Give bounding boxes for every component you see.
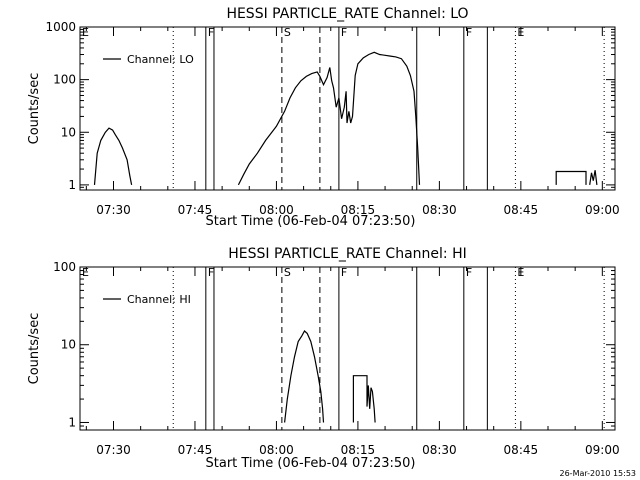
x-tick-label: 08:45 <box>504 443 539 457</box>
x-axis-label: Start Time (06-Feb-04 07:23:50) <box>206 214 416 229</box>
y-tick-label: 100 <box>53 260 76 274</box>
x-tick-label: 08:30 <box>422 203 457 217</box>
y-tick-label: 10 <box>61 338 76 352</box>
y-tick-label: 100 <box>53 73 76 87</box>
plot-frame <box>79 266 616 431</box>
x-tick-label: 08:00 <box>259 443 294 457</box>
marker-label: E <box>517 26 524 39</box>
x-tick-label: 07:30 <box>96 203 131 217</box>
panel-hi: HESSI PARTICLE_RATE Channel: HI 07:30 07:4… <box>27 246 620 471</box>
marker-label: F <box>466 266 472 279</box>
x-tick-label: 08:00 <box>259 203 294 217</box>
x-tick-label: 08:15 <box>341 443 376 457</box>
x-tick-label: 08:30 <box>422 443 457 457</box>
x-tick-label: 09:00 <box>585 443 620 457</box>
footer-timestamp: 26-Mar-2010 15:53 <box>560 469 637 478</box>
x-tick-label: 07:45 <box>178 443 213 457</box>
x-axis-label: Start Time (06-Feb-04 07:23:50) <box>206 456 416 471</box>
marker-label: E <box>82 266 89 279</box>
y-axis-label: Counts/sec <box>27 313 42 385</box>
y-tick-label: 1000 <box>45 20 76 34</box>
y-axis-label: Counts/sec <box>27 73 42 145</box>
series-line <box>284 330 325 423</box>
series-line <box>237 51 421 186</box>
x-tick-label: 07:30 <box>96 443 131 457</box>
legend-label: Channel: LO <box>127 53 194 66</box>
marker-label: F <box>466 26 472 39</box>
x-tick-label: 08:15 <box>341 203 376 217</box>
series-line <box>352 375 376 423</box>
marker-label: F <box>341 26 347 39</box>
x-tick-label: 07:45 <box>178 203 213 217</box>
chart-title: HESSI PARTICLE_RATE Channel: LO <box>226 6 468 22</box>
series-line <box>589 170 598 185</box>
marker-label: S <box>284 266 291 279</box>
marker-label: E <box>517 266 524 279</box>
y-tick-label: 10 <box>61 125 76 139</box>
marker-label: S <box>284 26 291 39</box>
marker-label: E <box>82 26 89 39</box>
marker-label: F <box>208 266 214 279</box>
marker-label: F <box>208 26 214 39</box>
x-tick-label: 09:00 <box>585 203 620 217</box>
legend-label: Channel: HI <box>127 293 191 306</box>
series-line <box>555 170 587 185</box>
marker-label: F <box>341 266 347 279</box>
plot-frame <box>79 26 616 191</box>
chart-title: HESSI PARTICLE_RATE Channel: HI <box>228 246 466 262</box>
series-line <box>93 127 133 186</box>
y-tick-label: 1 <box>68 178 76 192</box>
y-tick-label: 1 <box>68 415 76 429</box>
x-tick-label: 08:45 <box>504 203 539 217</box>
panel-lo: HESSI PARTICLE_RATE Channel: LO 07:30 07:4… <box>27 6 620 229</box>
